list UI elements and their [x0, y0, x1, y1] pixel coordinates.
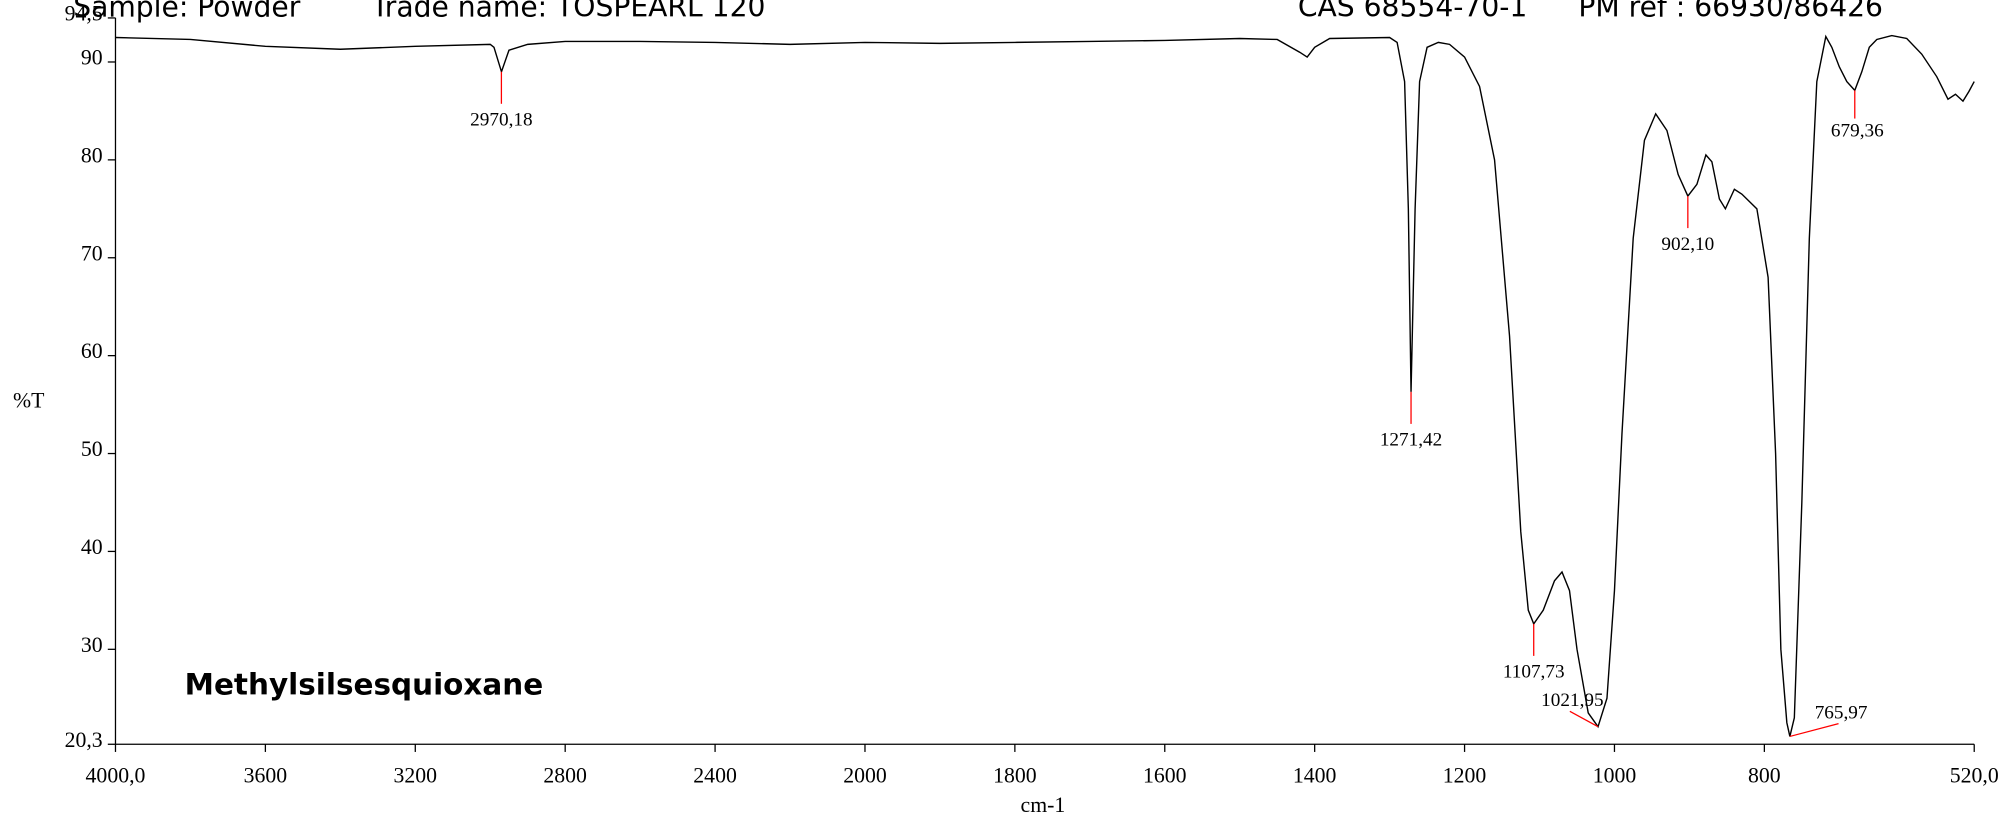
x-axis-label: cm-1: [1021, 793, 1066, 816]
peak-label: 1271,42: [1380, 430, 1442, 451]
x-tick-label: 1400: [1293, 764, 1337, 788]
y-tick-label: 94,5: [65, 1, 103, 25]
peak-marker: [1569, 710, 1599, 728]
x-tick-label: 520,0: [1950, 764, 1999, 788]
peak-marker: [1789, 723, 1839, 738]
y-axis-label: %T: [13, 388, 44, 412]
y-tick-label: 70: [81, 241, 103, 265]
peak-label: 2970,18: [470, 110, 532, 131]
x-tick-label: 2000: [843, 764, 887, 788]
y-tick-label: 80: [81, 143, 103, 167]
y-tick-label: 50: [81, 437, 103, 461]
y-tick-label: 90: [81, 46, 103, 70]
x-tick-label: 2800: [543, 764, 587, 788]
x-tick-label: 1800: [993, 764, 1037, 788]
peak-label: 902,10: [1661, 234, 1714, 255]
header-sample: Sample: Powder: [73, 0, 301, 24]
x-tick-label: 3200: [394, 764, 438, 788]
x-tick-label: 1600: [1143, 764, 1187, 788]
x-tick-label: 800: [1748, 764, 1781, 788]
x-tick-label: 3600: [244, 764, 288, 788]
peak-label: 765,97: [1815, 702, 1868, 723]
peak-label: 679,36: [1831, 120, 1884, 141]
y-tick-label: 40: [81, 535, 103, 559]
header-cas: CAS 68554-70-1: [1298, 0, 1528, 24]
x-tick-label: 4000,0: [86, 764, 146, 788]
peak-label: 1107,73: [1503, 662, 1565, 683]
chart-title: Methylsilsesquioxane: [185, 667, 544, 701]
y-tick-label: 30: [81, 633, 103, 657]
x-tick-label: 1000: [1593, 764, 1637, 788]
x-tick-label: 1200: [1443, 764, 1487, 788]
x-tick-label: 2400: [693, 764, 737, 788]
header-trade-name: Trade name: TOSPEARL 120: [371, 0, 766, 24]
peak-label: 1021,95: [1541, 690, 1603, 711]
y-tick-label: 20,3: [65, 728, 103, 752]
spectrum-line: [115, 34, 1975, 737]
y-tick-label: 60: [81, 339, 103, 363]
header-pm-ref: PM ref : 66930/86426: [1578, 0, 1883, 24]
